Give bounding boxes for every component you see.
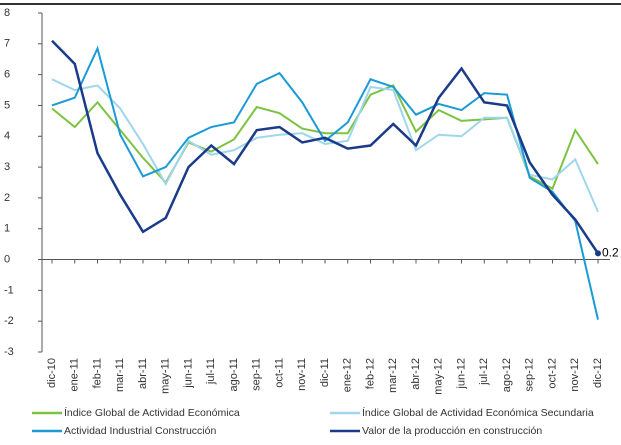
- y-tick-label: -1: [4, 284, 14, 296]
- x-tick-label: dic-12: [592, 358, 604, 388]
- x-tick-label: may-11: [160, 358, 172, 394]
- x-tick-label: jul-11: [205, 358, 217, 385]
- x-tick-label: oct-11: [273, 358, 285, 388]
- x-tick-label: sep-11: [251, 358, 263, 391]
- y-tick-label: 5: [4, 99, 10, 111]
- y-tick-label: 3: [4, 161, 10, 173]
- x-tick-label: feb-11: [91, 358, 103, 388]
- x-tick-label: feb-12: [364, 358, 376, 389]
- x-tick-label: nov-11: [296, 358, 308, 391]
- x-tick-label: jul-12: [478, 358, 490, 386]
- series-line: [51, 45, 599, 320]
- x-tick-label: dic-10: [46, 358, 58, 388]
- x-tick-label: sep-12: [524, 358, 536, 392]
- y-tick-label: -2: [4, 315, 14, 327]
- legend-label: Índice Global de Actividad Económica: [64, 406, 240, 419]
- legend-label: Valor de la producción en construcción: [362, 425, 542, 437]
- x-tick-label: ene-12: [342, 358, 354, 392]
- y-tick-label: 7: [4, 38, 10, 50]
- x-tick-label: jun-12: [455, 358, 467, 390]
- y-tick-label: 1: [4, 223, 10, 235]
- y-tick-label: 0: [4, 253, 10, 265]
- y-tick-label: 6: [4, 69, 10, 81]
- x-tick-label: ago-11: [228, 358, 240, 391]
- x-tick-label: ago-12: [501, 358, 513, 392]
- end-point: [595, 250, 601, 257]
- series-line: [51, 39, 600, 255]
- x-tick-label: nov-12: [569, 358, 581, 392]
- series-line: [51, 78, 599, 213]
- x-tick-label: oct-12: [546, 358, 558, 389]
- x-tick-label: mar-12: [387, 358, 399, 393]
- y-tick-label: 2: [4, 192, 10, 204]
- x-tick-label: dic-11: [319, 358, 331, 387]
- legend-label: Índice Global de Actividad Económica Sec…: [362, 406, 594, 419]
- x-tick-label: mar-11: [114, 358, 126, 392]
- x-tick-label: jun-11: [182, 358, 194, 389]
- y-tick-label: -3: [4, 346, 14, 358]
- x-tick-label: abr-11: [137, 358, 149, 389]
- legend-label: Actividad Industrial Construcción: [64, 425, 216, 437]
- x-tick-label: ene-11: [69, 358, 81, 391]
- x-tick-label: abr-12: [410, 358, 422, 390]
- y-tick-label: 8: [4, 7, 10, 19]
- data-label: 0.2: [602, 246, 619, 260]
- x-tick-label: may-12: [433, 358, 445, 395]
- y-tick-label: 4: [4, 130, 10, 142]
